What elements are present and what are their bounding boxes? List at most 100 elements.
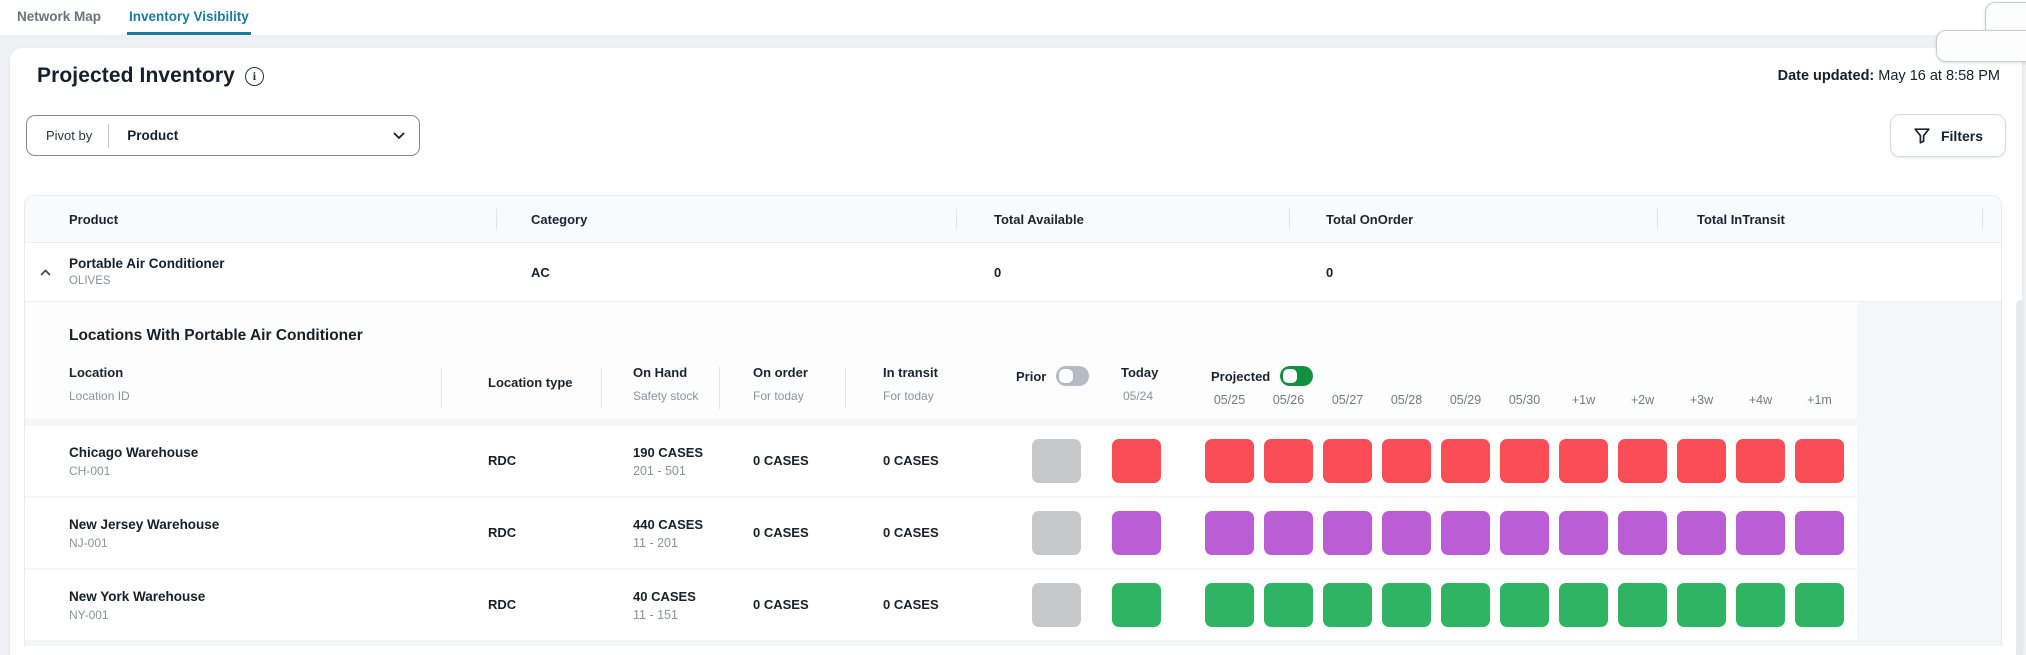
projected-date-labels: 05/2505/2605/2705/2805/2905/30+1w+2w+3w+…	[1200, 393, 1849, 407]
column-subheader-today-date: 05/24	[1121, 389, 1200, 403]
today-block[interactable]	[1112, 439, 1161, 483]
projected-block[interactable]	[1500, 511, 1549, 555]
pivot-by-select[interactable]: Pivot by Product	[26, 115, 420, 156]
projected-block[interactable]	[1618, 511, 1667, 555]
cutoff-floating-widget[interactable]	[1936, 30, 2026, 62]
product-subtitle: OLIVES	[69, 274, 496, 289]
tab-network-map[interactable]: Network Map	[15, 0, 103, 35]
collapse-chevron-icon[interactable]	[40, 269, 51, 276]
date-column-label: 05/29	[1436, 393, 1495, 407]
location-type: RDC	[488, 453, 516, 468]
in-transit-value: 0 CASES	[883, 525, 939, 540]
on-order-value: 0 CASES	[753, 453, 809, 468]
projected-block[interactable]	[1618, 439, 1667, 483]
projected-block[interactable]	[1559, 511, 1608, 555]
projected-block[interactable]	[1677, 439, 1726, 483]
pivot-by-label: Pivot by	[46, 128, 92, 143]
location-row[interactable]: New York Warehouse NY-001 RDC 40 CASES 1…	[25, 570, 1857, 640]
today-block[interactable]	[1112, 583, 1161, 627]
location-id: CH-001	[69, 464, 441, 479]
column-header-prior: Prior	[1016, 369, 1046, 384]
location-type: RDC	[488, 597, 516, 612]
date-column-label: +3w	[1672, 393, 1731, 407]
prior-block[interactable]	[1032, 511, 1081, 555]
projected-block[interactable]	[1382, 511, 1431, 555]
projected-block[interactable]	[1500, 439, 1549, 483]
prior-block[interactable]	[1032, 583, 1081, 627]
date-column-label: 05/30	[1495, 393, 1554, 407]
column-header-category: Category	[496, 196, 956, 242]
projected-block[interactable]	[1559, 583, 1608, 627]
location-name: New York Warehouse	[69, 588, 441, 605]
projected-blocks	[1200, 583, 1849, 627]
projected-block[interactable]	[1323, 439, 1372, 483]
prior-toggle[interactable]	[1056, 366, 1089, 386]
location-id: NY-001	[69, 608, 441, 623]
projected-block[interactable]	[1323, 583, 1372, 627]
toggle-knob	[1283, 369, 1297, 383]
filters-button[interactable]: Filters	[1890, 114, 2006, 157]
prior-block[interactable]	[1032, 439, 1081, 483]
location-type: RDC	[488, 525, 516, 540]
column-header-total-intransit: Total InTransit	[1657, 196, 2001, 242]
projected-block[interactable]	[1264, 583, 1313, 627]
projected-block[interactable]	[1382, 583, 1431, 627]
tab-inventory-visibility[interactable]: Inventory Visibility	[127, 0, 251, 35]
date-column-label: 05/27	[1318, 393, 1377, 407]
column-subheader-safety-stock: Safety stock	[633, 389, 719, 403]
projected-block[interactable]	[1205, 583, 1254, 627]
product-total-onorder: 0	[1289, 265, 1657, 280]
column-header-today: Today	[1121, 365, 1200, 380]
projected-block[interactable]	[1736, 439, 1785, 483]
column-header-location-type: Location type	[488, 375, 601, 390]
in-transit-value: 0 CASES	[883, 597, 939, 612]
toggle-knob	[1059, 369, 1073, 383]
column-header-on-hand: On Hand	[633, 365, 719, 380]
vertical-scrollbar[interactable]	[2016, 300, 2022, 655]
projected-block[interactable]	[1382, 439, 1431, 483]
date-updated: Date updated: May 16 at 8:58 PM	[1778, 64, 2000, 84]
projected-block[interactable]	[1441, 439, 1490, 483]
projected-block[interactable]	[1264, 511, 1313, 555]
projected-block[interactable]	[1736, 583, 1785, 627]
safety-stock-value: 201 - 501	[633, 464, 719, 478]
product-row[interactable]: Portable Air Conditioner OLIVES AC 0 0	[25, 243, 2001, 301]
projected-toggle[interactable]	[1280, 366, 1313, 386]
projected-block[interactable]	[1795, 439, 1844, 483]
projected-block[interactable]	[1264, 439, 1313, 483]
projected-block[interactable]	[1618, 583, 1667, 627]
location-row[interactable]: Chicago Warehouse CH-001 RDC 190 CASES 2…	[25, 426, 1857, 496]
filter-funnel-icon	[1913, 127, 1931, 145]
product-table: Product Category Total Available Total O…	[24, 195, 2002, 646]
date-column-label: +4w	[1731, 393, 1790, 407]
projected-block[interactable]	[1500, 583, 1549, 627]
projected-block[interactable]	[1736, 511, 1785, 555]
pivot-by-value: Product	[127, 128, 393, 143]
projected-block[interactable]	[1323, 511, 1372, 555]
location-rows: Chicago Warehouse CH-001 RDC 190 CASES 2…	[25, 426, 2001, 640]
projected-blocks	[1200, 439, 1849, 483]
projected-block[interactable]	[1677, 511, 1726, 555]
location-row[interactable]: New Jersey Warehouse NJ-001 RDC 440 CASE…	[25, 498, 1857, 568]
column-header-projected: Projected	[1211, 369, 1270, 384]
column-header-on-order: On order	[753, 365, 845, 380]
panel-header: Projected Inventory i Date updated: May …	[10, 48, 2022, 88]
in-transit-value: 0 CASES	[883, 453, 939, 468]
today-block[interactable]	[1112, 511, 1161, 555]
projected-block[interactable]	[1205, 439, 1254, 483]
column-header-total-onorder: Total OnOrder	[1289, 196, 1657, 242]
on-order-value: 0 CASES	[753, 525, 809, 540]
product-category: AC	[496, 265, 956, 280]
info-icon[interactable]: i	[245, 67, 264, 86]
column-subheader-on-order-for-today: For today	[753, 389, 845, 403]
projected-block[interactable]	[1441, 511, 1490, 555]
projected-block[interactable]	[1677, 583, 1726, 627]
on-hand-value: 440 CASES	[633, 517, 719, 532]
divider	[108, 124, 109, 148]
safety-stock-value: 11 - 151	[633, 608, 719, 622]
projected-block[interactable]	[1795, 583, 1844, 627]
projected-block[interactable]	[1441, 583, 1490, 627]
projected-block[interactable]	[1795, 511, 1844, 555]
projected-block[interactable]	[1559, 439, 1608, 483]
projected-block[interactable]	[1205, 511, 1254, 555]
